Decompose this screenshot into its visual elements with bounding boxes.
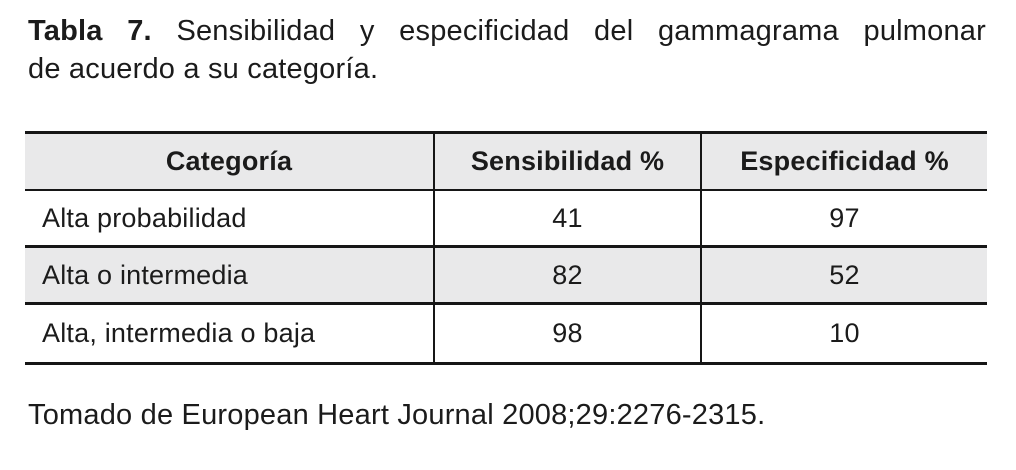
table-caption-line2: de acuerdo a su categoría. [28,53,379,85]
cell-sensibilidad: 98 [433,305,700,362]
table-caption-line1: Tabla 7. Sensibilidad y especificidad de… [28,12,986,50]
source-note: Tomado de European Heart Journal 2008;29… [28,399,766,431]
table-row: Alta probabilidad 41 97 [25,191,987,248]
column-header-especificidad: Especificidad % [700,134,987,189]
cell-sensibilidad: 41 [433,191,700,245]
cell-categoria: Alta, intermedia o baja [42,318,316,348]
table-caption-text: Sensibilidad y especificidad del gammagr… [176,15,986,47]
data-table: Categoría Sensibilidad % Especificidad %… [25,131,987,365]
column-header-sensibilidad: Sensibilidad % [433,134,700,189]
table-row: Alta o intermedia 82 52 [25,248,987,305]
column-header-categoria: Categoría [165,146,293,176]
cell-categoria: Alta probabilidad [42,202,247,233]
table-header-row: Categoría Sensibilidad % Especificidad % [25,134,987,191]
cell-especificidad: 52 [700,248,987,302]
table-row: Alta, intermedia o baja 98 10 [25,305,987,362]
cell-categoria: Alta o intermedia [42,259,249,290]
cell-especificidad: 97 [700,191,987,245]
table-caption: Tabla 7. Sensibilidad y especificidad de… [28,12,986,88]
cell-especificidad: 10 [700,305,987,362]
table-caption-label: Tabla 7. [28,15,152,47]
cell-sensibilidad: 82 [433,248,700,302]
